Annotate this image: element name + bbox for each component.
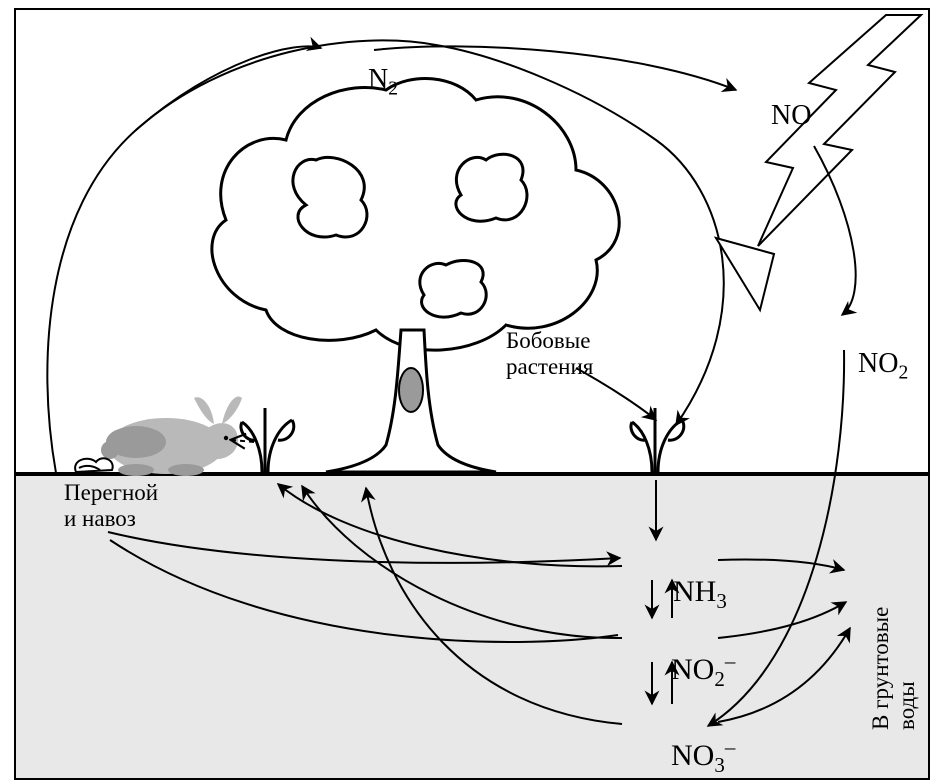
label-no2-air: NO2 (816, 316, 908, 413)
label-n2: N2 (326, 32, 398, 129)
label-humus: Перегной и навоз (64, 480, 158, 533)
label-no: NO (771, 100, 811, 132)
diagram-panel: N2 NO NO2 Бобовые растения Перегной и на… (14, 8, 930, 780)
label-legume: Бобовые растения (506, 328, 593, 381)
nitrogen-cycle-diagram: N2 NO NO2 Бобовые растения Перегной и на… (0, 0, 940, 784)
ground-line (16, 472, 928, 476)
label-soil-no3: NO3– (626, 704, 735, 780)
label-groundwater: В грунтовые воды (868, 607, 921, 730)
